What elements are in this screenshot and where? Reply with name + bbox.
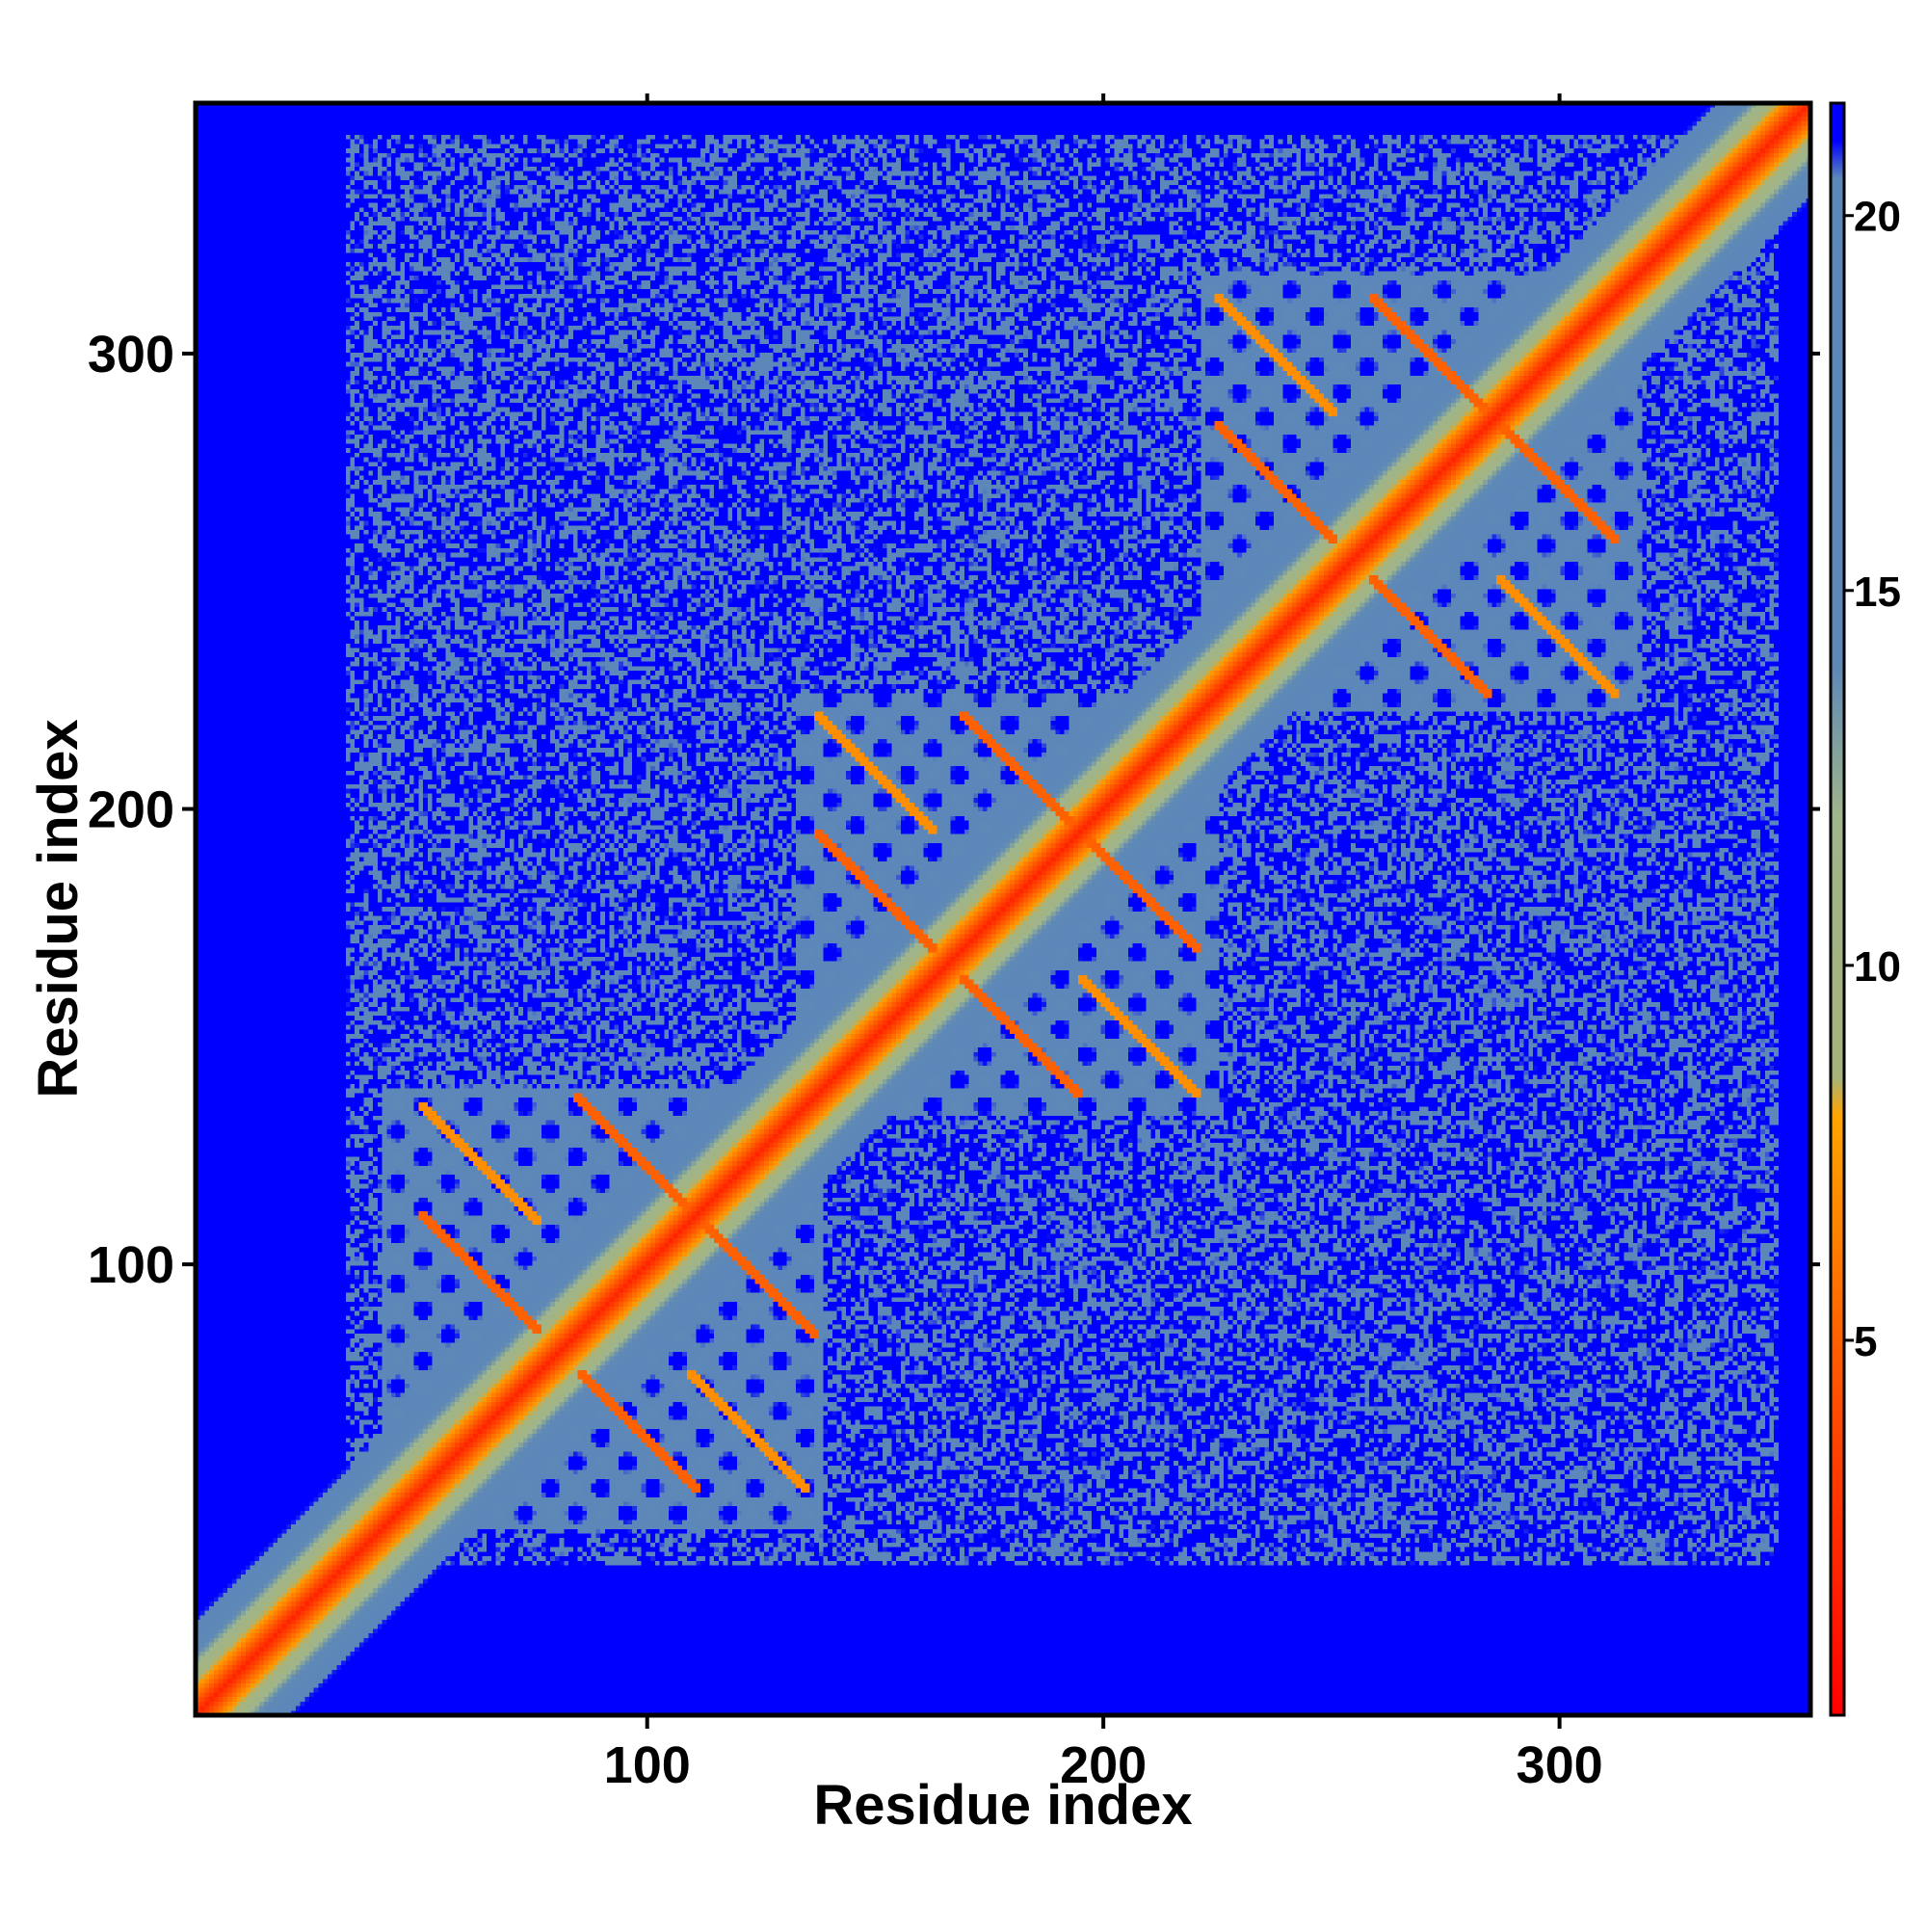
y-tick-label: 100 bbox=[88, 1236, 174, 1294]
heatmap-image bbox=[196, 103, 1810, 1715]
y-axis: 100 200 300 bbox=[88, 326, 1820, 1294]
colorbar-tick-label: 20 bbox=[1854, 194, 1901, 241]
colorbar-ticks: 5 10 15 20 bbox=[1844, 194, 1901, 1365]
colorbar-tick-label: 5 bbox=[1854, 1318, 1877, 1365]
colorbar-tick-label: 15 bbox=[1854, 569, 1901, 616]
x-axis: 100 200 300 bbox=[604, 93, 1603, 1794]
x-tick-label: 200 bbox=[1060, 1736, 1147, 1794]
heatmap-plot-area bbox=[193, 100, 1813, 1718]
colorbar-gradient bbox=[1831, 103, 1844, 1715]
colorbar-frame bbox=[1829, 101, 1846, 1717]
x-axis-title: Residue index bbox=[813, 1774, 1192, 1837]
colorbar-tick-label: 10 bbox=[1854, 943, 1901, 991]
plot-frame bbox=[193, 100, 1813, 1718]
x-tick-label: 300 bbox=[1517, 1736, 1603, 1794]
x-tick-label: 100 bbox=[604, 1736, 691, 1794]
colorbar: 5 10 15 20 bbox=[1829, 101, 1901, 1717]
y-tick-label: 300 bbox=[88, 326, 174, 384]
y-axis-title: Residue index bbox=[27, 719, 90, 1098]
y-tick-label: 200 bbox=[88, 781, 174, 839]
